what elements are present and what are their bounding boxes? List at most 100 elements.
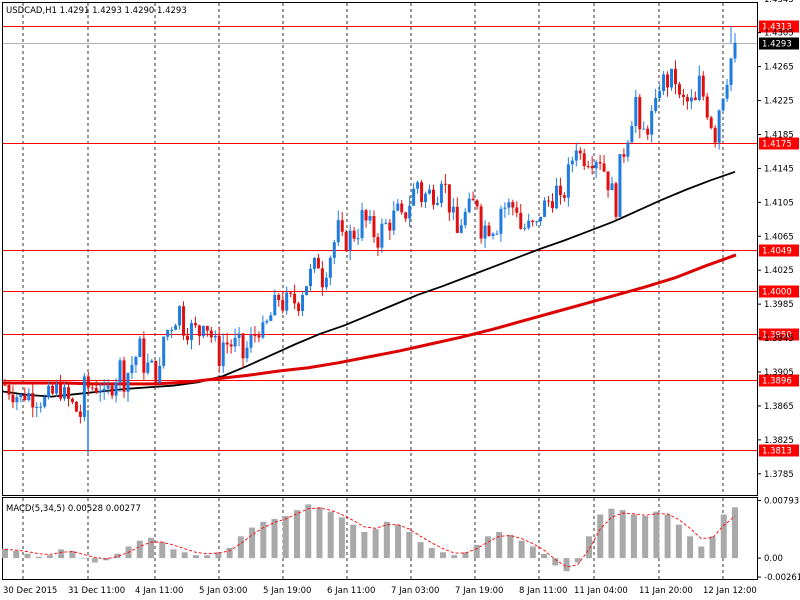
candle-body xyxy=(451,206,455,213)
price-tick-label: 1.3905 xyxy=(764,368,794,378)
candle-body xyxy=(182,306,186,336)
candle-body xyxy=(515,207,519,213)
candle-body xyxy=(31,393,35,408)
price-tick-label: 1.4145 xyxy=(764,164,794,174)
candle-body xyxy=(364,210,368,221)
candle-body xyxy=(277,294,281,301)
price-tick-label: 1.4065 xyxy=(764,232,794,242)
candle-body xyxy=(543,200,547,217)
candle-body xyxy=(372,216,376,238)
candle-body xyxy=(336,220,340,243)
candle-body xyxy=(574,150,578,161)
time-label: 31 Dec 11:00 xyxy=(68,586,125,596)
macd-bar xyxy=(484,536,491,559)
candle-body xyxy=(570,160,574,165)
level-label-box xyxy=(759,328,799,341)
macd-bar xyxy=(327,511,334,559)
candle-body xyxy=(110,385,114,396)
macd-bar xyxy=(664,514,671,559)
price-tick-label: 1.3985 xyxy=(764,300,794,310)
candle-body xyxy=(531,220,535,222)
time-label: 6 Jan 11:00 xyxy=(327,586,375,596)
candle-body xyxy=(118,360,122,383)
candle-body xyxy=(547,200,551,202)
candle-body xyxy=(360,210,364,239)
macd-bar xyxy=(260,521,267,559)
macd-tick-label: -0.00261 xyxy=(764,573,800,583)
candle-body xyxy=(717,110,721,143)
candle-body xyxy=(23,394,27,400)
candle-body xyxy=(15,397,19,403)
candle-body xyxy=(245,347,249,359)
price-tick-label: 1.4225 xyxy=(764,97,794,107)
candle-body xyxy=(126,373,130,392)
candle-body xyxy=(35,406,39,408)
candle-body xyxy=(491,233,495,236)
macd-tick-label: 0.00 xyxy=(764,554,783,564)
candle-body xyxy=(217,335,221,366)
candle-body xyxy=(487,225,491,236)
price-tick-label: 1.3785 xyxy=(764,470,794,480)
candle-body xyxy=(380,223,384,248)
time-label: 5 Jan 03:00 xyxy=(199,586,247,596)
macd-bar xyxy=(608,508,615,559)
candle-body xyxy=(420,182,424,202)
macd-bar xyxy=(46,555,53,559)
candle-body xyxy=(90,387,94,389)
candle-body xyxy=(312,257,316,269)
macd-bar xyxy=(529,546,536,559)
candle-body xyxy=(578,150,582,154)
candles xyxy=(3,25,737,453)
candle-body xyxy=(170,329,174,331)
candle-body xyxy=(586,166,590,168)
candle-body xyxy=(614,183,618,217)
candle-body xyxy=(598,162,602,164)
level-label-box xyxy=(759,137,799,150)
candle-body xyxy=(47,385,51,398)
candle-body xyxy=(443,183,447,185)
candle-body xyxy=(368,216,372,221)
level-label: 1.4049 xyxy=(762,247,792,257)
time-label: 11 Jan 20:00 xyxy=(639,586,693,596)
candle-body xyxy=(431,189,435,205)
level-label-box xyxy=(759,285,799,298)
macd-bar xyxy=(630,514,637,559)
candle-body xyxy=(43,397,47,407)
macd-bar xyxy=(698,546,705,559)
macd-bar xyxy=(282,515,289,559)
level-label: 1.3813 xyxy=(762,447,792,457)
candle-body xyxy=(352,230,356,239)
level-label-box xyxy=(759,20,799,33)
time-label: 8 Jan 11:00 xyxy=(519,586,567,596)
macd-bar xyxy=(192,555,199,559)
time-label: 7 Jan 19:00 xyxy=(455,586,503,596)
candle-body xyxy=(201,326,205,337)
candle-body xyxy=(257,335,261,338)
candle-body xyxy=(281,300,285,311)
candle-body xyxy=(301,294,305,311)
candle-body xyxy=(130,364,134,374)
current-price-label: 1.4293 xyxy=(762,40,792,50)
candle-body xyxy=(439,183,443,203)
level-label: 1.4000 xyxy=(762,288,792,298)
time-label: 11 Jan 04:00 xyxy=(574,586,628,596)
price-tick-label: 1.3825 xyxy=(764,436,794,446)
candle-body xyxy=(507,202,511,208)
candle-body xyxy=(503,207,507,209)
macd-bar xyxy=(181,552,188,559)
candle-body xyxy=(328,257,332,278)
candle-body xyxy=(729,58,733,85)
candle-body xyxy=(324,277,328,288)
candle-body xyxy=(189,323,193,340)
macd-bar xyxy=(148,537,154,559)
macd-bars xyxy=(2,504,738,572)
macd-bar xyxy=(271,518,278,559)
candle-body xyxy=(701,75,705,97)
candle-body xyxy=(713,127,717,143)
candle-body xyxy=(253,335,257,337)
candle-body xyxy=(376,237,380,248)
macd-tick-label: 0.00793 xyxy=(764,497,799,507)
candle-body xyxy=(479,206,483,239)
candle-body xyxy=(610,183,614,191)
